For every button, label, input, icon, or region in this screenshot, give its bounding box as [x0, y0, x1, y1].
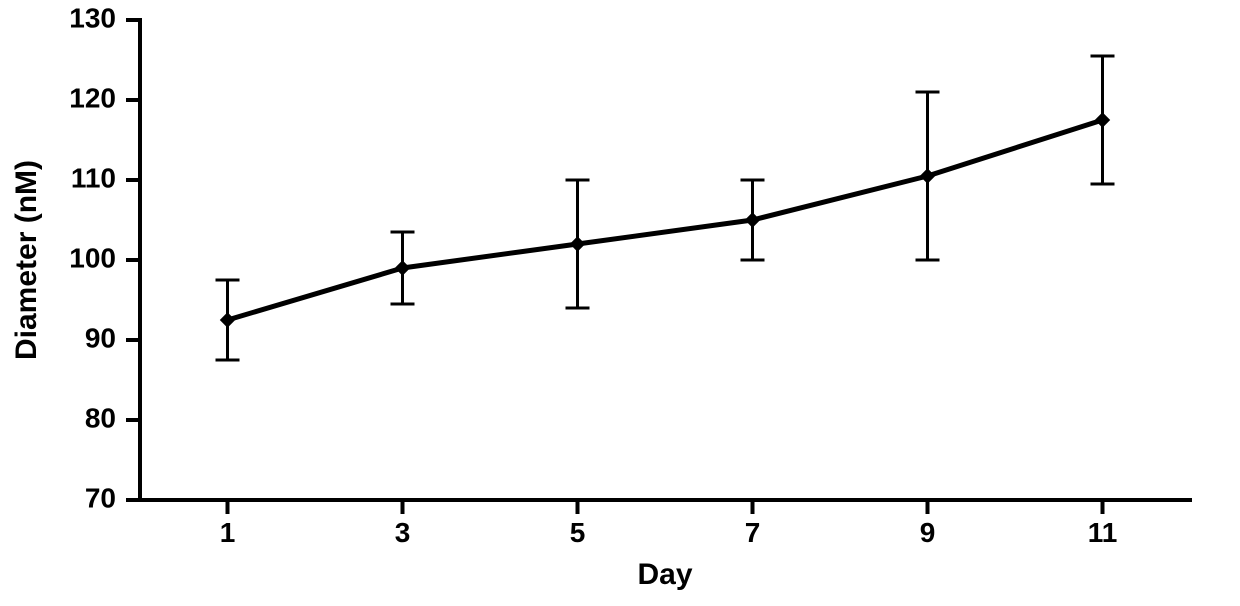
- y-tick-label: 130: [69, 2, 116, 33]
- y-tick-label: 120: [69, 82, 116, 113]
- y-tick-label: 110: [71, 162, 116, 193]
- y-tick-label: 90: [85, 322, 116, 353]
- chart-container: 70 80 90 100 110 120 130 1 3 5 7 9 11 Diameter (nM) Da…: [0, 0, 1240, 606]
- y-tick-label: 100: [69, 242, 116, 273]
- x-tick-label: 1: [220, 517, 236, 548]
- x-tick-label: 9: [920, 517, 936, 548]
- x-tick-label: 5: [570, 517, 586, 548]
- y-tick-label: 70: [85, 482, 116, 513]
- x-tick-label: 3: [395, 517, 411, 548]
- x-tick-label: 7: [745, 517, 761, 548]
- y-tick-label: 80: [85, 402, 116, 433]
- x-tick-label: 11: [1088, 517, 1118, 548]
- line-chart: 70 80 90 100 110 120 130 1 3 5 7 9 11 Diameter (nM) Da…: [0, 0, 1240, 606]
- y-axis-label: Diameter (nM): [10, 160, 43, 360]
- x-axis-label: Day: [637, 558, 692, 591]
- chart-background: [0, 0, 1240, 606]
